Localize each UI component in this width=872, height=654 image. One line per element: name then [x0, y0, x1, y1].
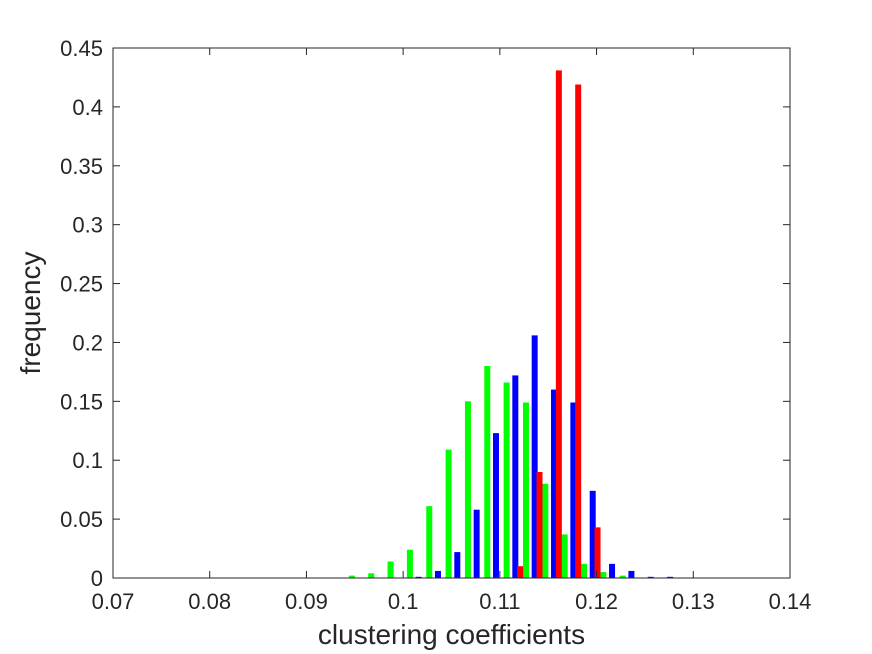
- bar-series1-12: [581, 563, 587, 578]
- bar-series2-0: [415, 576, 422, 578]
- bar-series2-7: [551, 389, 558, 578]
- bar-series1-10: [542, 483, 549, 578]
- bar-series2-1: [434, 570, 441, 578]
- x-tick-label: 0.09: [285, 589, 328, 614]
- y-tick-label: 0.4: [72, 95, 103, 120]
- bar-series2-6: [531, 335, 538, 578]
- bar-series3-3: [575, 84, 582, 578]
- bar-series3-2: [555, 70, 562, 578]
- bar-series1-11: [561, 534, 568, 578]
- y-tick-label: 0.05: [60, 507, 103, 532]
- axes-box: [112, 47, 791, 579]
- bar-series1-2: [387, 561, 394, 578]
- bar-series2-9: [589, 490, 596, 578]
- bar-series2-5: [512, 375, 519, 578]
- bar-series2-2: [454, 552, 461, 578]
- x-tick-label: 0.14: [769, 589, 812, 614]
- x-tick-label: 0.07: [92, 589, 135, 614]
- bar-series2-12: [647, 576, 654, 578]
- x-tick-label: 0.13: [672, 589, 715, 614]
- bar-series1-13: [600, 572, 607, 578]
- bar-series3-1: [536, 472, 543, 578]
- bar-series1-9: [522, 402, 529, 578]
- y-tick-label: 0.2: [72, 330, 103, 355]
- y-tick-label: 0.25: [60, 272, 103, 297]
- x-tick-label: 0.12: [575, 589, 618, 614]
- y-tick-label: 0.3: [72, 213, 103, 238]
- bar-series2-4: [492, 433, 499, 578]
- bar-series1-1: [368, 573, 375, 578]
- ticks-group: 0.07 0.08 0.09 0.1 0.11 0.12 0.13 0.14 0 0.05 0.1 0…: [60, 36, 811, 614]
- bar-series1-3: [406, 549, 413, 578]
- bar-series1-4: [426, 506, 433, 578]
- bar-series3-0: [517, 566, 524, 578]
- x-tick-label: 0.11: [479, 589, 520, 614]
- y-tick-label: 0: [91, 566, 103, 591]
- x-axis-label: clustering coefficients: [318, 619, 585, 650]
- bar-series2-3: [473, 509, 480, 578]
- bar-series2-11: [628, 570, 635, 578]
- bar-series1-8: [503, 382, 510, 578]
- bar-series1-5: [445, 449, 452, 578]
- y-tick-label: 0.1: [72, 448, 103, 473]
- x-tick-label: 0.08: [188, 589, 231, 614]
- bars-group: [348, 70, 674, 578]
- x-tick-label: 0.1: [388, 589, 419, 614]
- bar-series2-13: [667, 576, 674, 578]
- bar-series1-14: [619, 575, 626, 578]
- y-tick-label: 0.15: [60, 389, 103, 414]
- y-tick-label: 0.35: [60, 154, 103, 179]
- y-axis-label: frequency: [15, 252, 46, 375]
- bar-series2-10: [609, 563, 616, 578]
- bar-series1-6: [464, 401, 471, 578]
- bar-series1-0: [348, 575, 355, 578]
- bar-series3-4: [594, 527, 601, 578]
- bar-series1-7: [484, 366, 491, 578]
- bar-series2-8: [570, 402, 577, 578]
- y-tick-label: 0.45: [60, 36, 103, 61]
